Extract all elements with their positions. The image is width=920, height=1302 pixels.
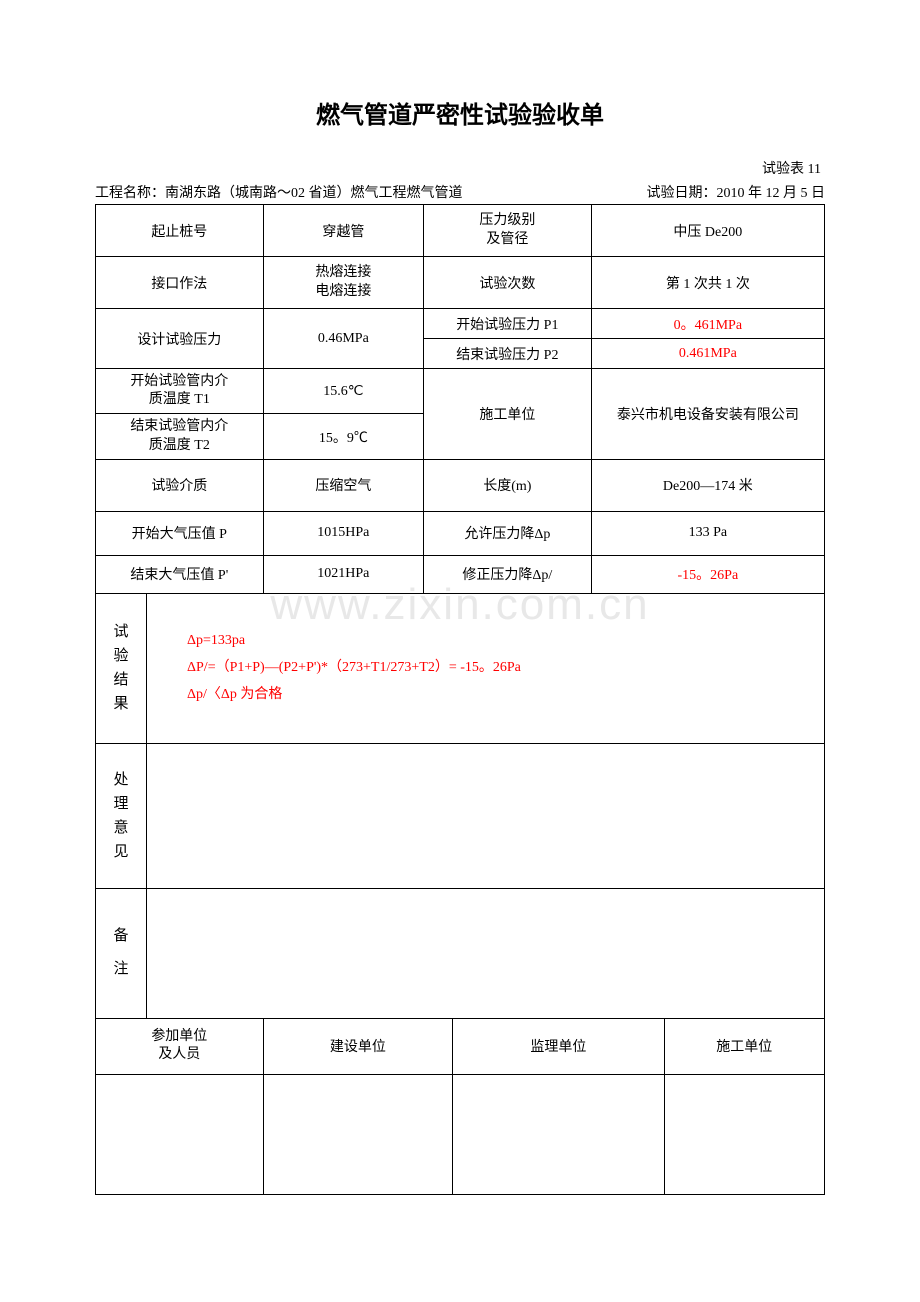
result-line2: ΔP/=（P1+P)—(P2+P')*（273+T1/273+T2）= -15。…: [187, 655, 822, 682]
cell-participants-label: 参加单位 及人员: [96, 1018, 264, 1074]
cell-line: 开始试验管内介: [98, 373, 261, 391]
table-row: 起止桩号 穿越管 压力级别 及管径 中压 De200: [96, 205, 825, 257]
cell-joint-method-value: 热熔连接 电熔连接: [263, 257, 423, 309]
cell-start-pressure-label: 开始试验压力 P1: [424, 309, 592, 339]
cell-medium-value: 压缩空气: [263, 459, 423, 511]
cell-opinion-label: 处理意见: [96, 743, 147, 888]
acceptance-table: 起止桩号 穿越管 压力级别 及管径 中压 De200 接口作法 热熔连接 电熔连…: [95, 204, 825, 1195]
cell-result-label: 试验结果: [96, 593, 147, 743]
cell-end-pressure-value: 0.461MPa: [591, 339, 824, 369]
cell-start-temp-value: 15.6℃: [263, 369, 423, 414]
cell-start-atm-value: 1015HPa: [263, 511, 423, 555]
cell-end-atm-label: 结束大气压值 P': [96, 555, 264, 593]
table-row: 备 注: [96, 888, 825, 1018]
cell-line: 质温度 T1: [98, 391, 261, 409]
cell-design-pressure-label: 设计试验压力: [96, 309, 264, 369]
cell-corrected-drop-value: -15。26Pa: [591, 555, 824, 593]
cell-test-count-label: 试验次数: [424, 257, 592, 309]
cell-line: 热熔连接: [266, 264, 421, 282]
table-row: 接口作法 热熔连接 电熔连接 试验次数 第 1 次共 1 次: [96, 257, 825, 309]
cell-start-end-label: 起止桩号: [96, 205, 264, 257]
cell-medium-label: 试验介质: [96, 459, 264, 511]
table-row: 试验介质 压缩空气 长度(m) De200—174 米: [96, 459, 825, 511]
cell-participants-value: [96, 1074, 264, 1194]
cell-pressure-level-value: 中压 De200: [591, 205, 824, 257]
result-line3: Δp/〈Δp 为合格: [187, 682, 822, 709]
cell-construction-unit-footer-label: 施工单位: [664, 1018, 824, 1074]
cell-build-unit-label: 建设单位: [263, 1018, 453, 1074]
cell-line: 质温度 T2: [98, 437, 261, 455]
cell-line: 参加单位: [98, 1028, 261, 1046]
cell-line: 电熔连接: [266, 283, 421, 301]
table-row: 开始试验管内介 质温度 T1 15.6℃ 施工单位 泰兴市机电设备安装有限公司: [96, 369, 825, 414]
cell-pressure-level-label: 压力级别 及管径: [424, 205, 592, 257]
cell-start-temp-label: 开始试验管内介 质温度 T1: [96, 369, 264, 414]
cell-supervisor-unit-label: 监理单位: [453, 1018, 664, 1074]
project-name-label: 工程名称：: [95, 186, 165, 201]
cell-end-pressure-label: 结束试验压力 P2: [424, 339, 592, 369]
table-row: [96, 1074, 825, 1194]
cell-test-count-value: 第 1 次共 1 次: [591, 257, 824, 309]
cell-start-end-value: 穿越管: [263, 205, 423, 257]
cell-result-content: Δp=133pa ΔP/=（P1+P)—(P2+P')*（273+T1/273+…: [147, 593, 825, 743]
table-row: 处理意见: [96, 743, 825, 888]
table-row: 结束大气压值 P' 1021HPa 修正压力降Δp/ -15。26Pa: [96, 555, 825, 593]
cell-line: 及管径: [426, 231, 589, 249]
cell-end-atm-value: 1021HPa: [263, 555, 423, 593]
document-title: 燃气管道严密性试验验收单: [95, 95, 825, 130]
cell-end-temp-label: 结束试验管内介 质温度 T2: [96, 414, 264, 459]
note-char: 备: [98, 920, 144, 953]
cell-line: 压力级别: [426, 212, 589, 230]
table-row: 试验结果 Δp=133pa ΔP/=（P1+P)—(P2+P')*（273+T1…: [96, 593, 825, 743]
cell-construction-unit-footer-value: [664, 1074, 824, 1194]
test-date-value: 2010 年 12 月 5 日: [717, 186, 826, 201]
test-date: 试验日期：2010 年 12 月 5 日: [647, 182, 826, 202]
cell-line: 及人员: [98, 1046, 261, 1064]
cell-allow-drop-value: 133 Pa: [591, 511, 824, 555]
cell-corrected-drop-label: 修正压力降Δp/: [424, 555, 592, 593]
cell-length-value: De200—174 米: [591, 459, 824, 511]
cell-note-label: 备 注: [96, 888, 147, 1018]
cell-start-pressure-value: 0。461MPa: [591, 309, 824, 339]
cell-construction-unit-value: 泰兴市机电设备安装有限公司: [591, 369, 824, 460]
note-char: 注: [98, 953, 144, 986]
cell-length-label: 长度(m): [424, 459, 592, 511]
table-row: 设计试验压力 0.46MPa 开始试验压力 P1 0。461MPa: [96, 309, 825, 339]
project-name-value: 南湖东路（城南路～02 省道）燃气工程燃气管道: [165, 186, 463, 201]
cell-build-unit-value: [263, 1074, 453, 1194]
table-number-label: 试验表 11: [95, 158, 825, 178]
table-row: 参加单位 及人员 建设单位 监理单位 施工单位: [96, 1018, 825, 1074]
test-date-label: 试验日期：: [647, 186, 717, 201]
cell-start-atm-label: 开始大气压值 P: [96, 511, 264, 555]
cell-note-content: [147, 888, 825, 1018]
project-name: 工程名称：南湖东路（城南路～02 省道）燃气工程燃气管道: [95, 182, 647, 202]
cell-allow-drop-label: 允许压力降Δp: [424, 511, 592, 555]
cell-opinion-content: [147, 743, 825, 888]
cell-design-pressure-value: 0.46MPa: [263, 309, 423, 369]
cell-joint-method-label: 接口作法: [96, 257, 264, 309]
cell-supervisor-unit-value: [453, 1074, 664, 1194]
result-line1: Δp=133pa: [187, 628, 822, 655]
cell-line: 结束试验管内介: [98, 418, 261, 436]
header-info-row: 工程名称：南湖东路（城南路～02 省道）燃气工程燃气管道 试验日期：2010 年…: [95, 182, 825, 202]
cell-construction-unit-label: 施工单位: [424, 369, 592, 460]
cell-end-temp-value: 15。9℃: [263, 414, 423, 459]
table-row: 开始大气压值 P 1015HPa 允许压力降Δp 133 Pa: [96, 511, 825, 555]
